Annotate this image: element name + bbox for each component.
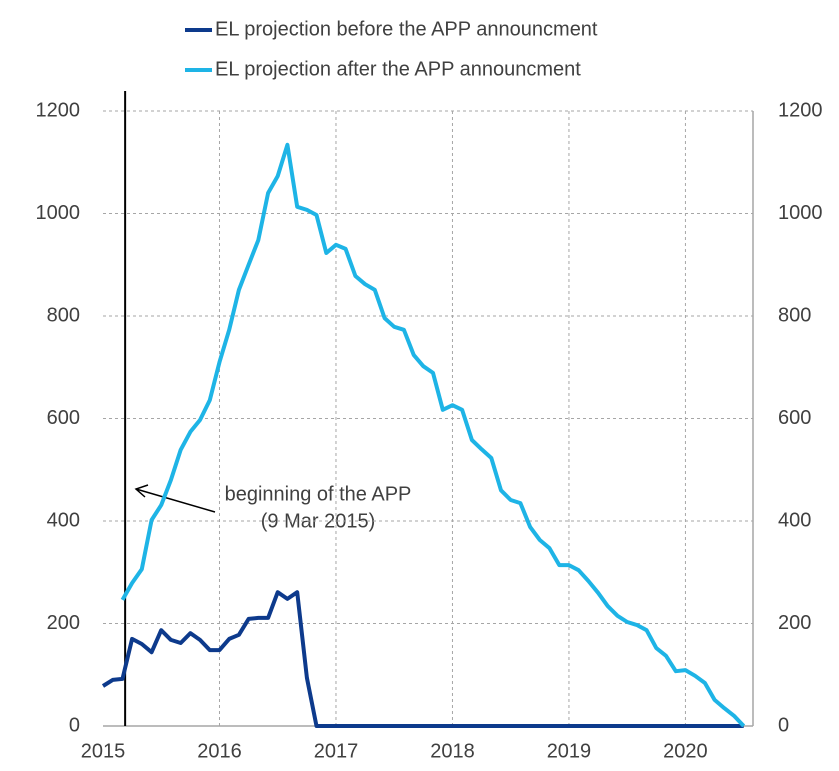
annotation-arrow xyxy=(135,488,216,513)
legend-label: EL projection after the APP announcment xyxy=(215,58,581,80)
arrow-head xyxy=(134,484,149,498)
x-tick-label: 2017 xyxy=(314,740,359,762)
y-tick-label: 0 xyxy=(69,714,80,736)
y-tick-label: 1000 xyxy=(36,202,81,224)
y2-tick-label: 600 xyxy=(778,407,811,429)
legend-label: EL projection before the APP announcment xyxy=(215,18,598,40)
series-line xyxy=(120,142,746,728)
y2-tick-label: 800 xyxy=(778,304,811,326)
y2-tick-label: 1200 xyxy=(778,99,823,121)
x-tick-label: 2018 xyxy=(430,740,475,762)
x-tick-label: 2016 xyxy=(197,740,242,762)
x-tick-label: 2020 xyxy=(663,740,708,762)
annotation: beginning of the APP xyxy=(225,483,412,505)
y2-tick-label: 400 xyxy=(778,509,811,531)
y-tick-label: 600 xyxy=(47,407,80,429)
y-tick-label: 1200 xyxy=(36,99,81,121)
y-tick-label: 200 xyxy=(47,612,80,634)
y2-tick-label: 0 xyxy=(778,714,789,736)
annotation: (9 Mar 2015) xyxy=(261,510,376,532)
y-tick-label: 400 xyxy=(47,509,80,531)
y-tick-label: 800 xyxy=(47,304,80,326)
y2-tick-label: 200 xyxy=(778,612,811,634)
x-tick-label: 2015 xyxy=(81,740,126,762)
y2-tick-label: 1000 xyxy=(778,202,823,224)
x-tick-label: 2019 xyxy=(547,740,592,762)
series-line xyxy=(101,590,744,728)
